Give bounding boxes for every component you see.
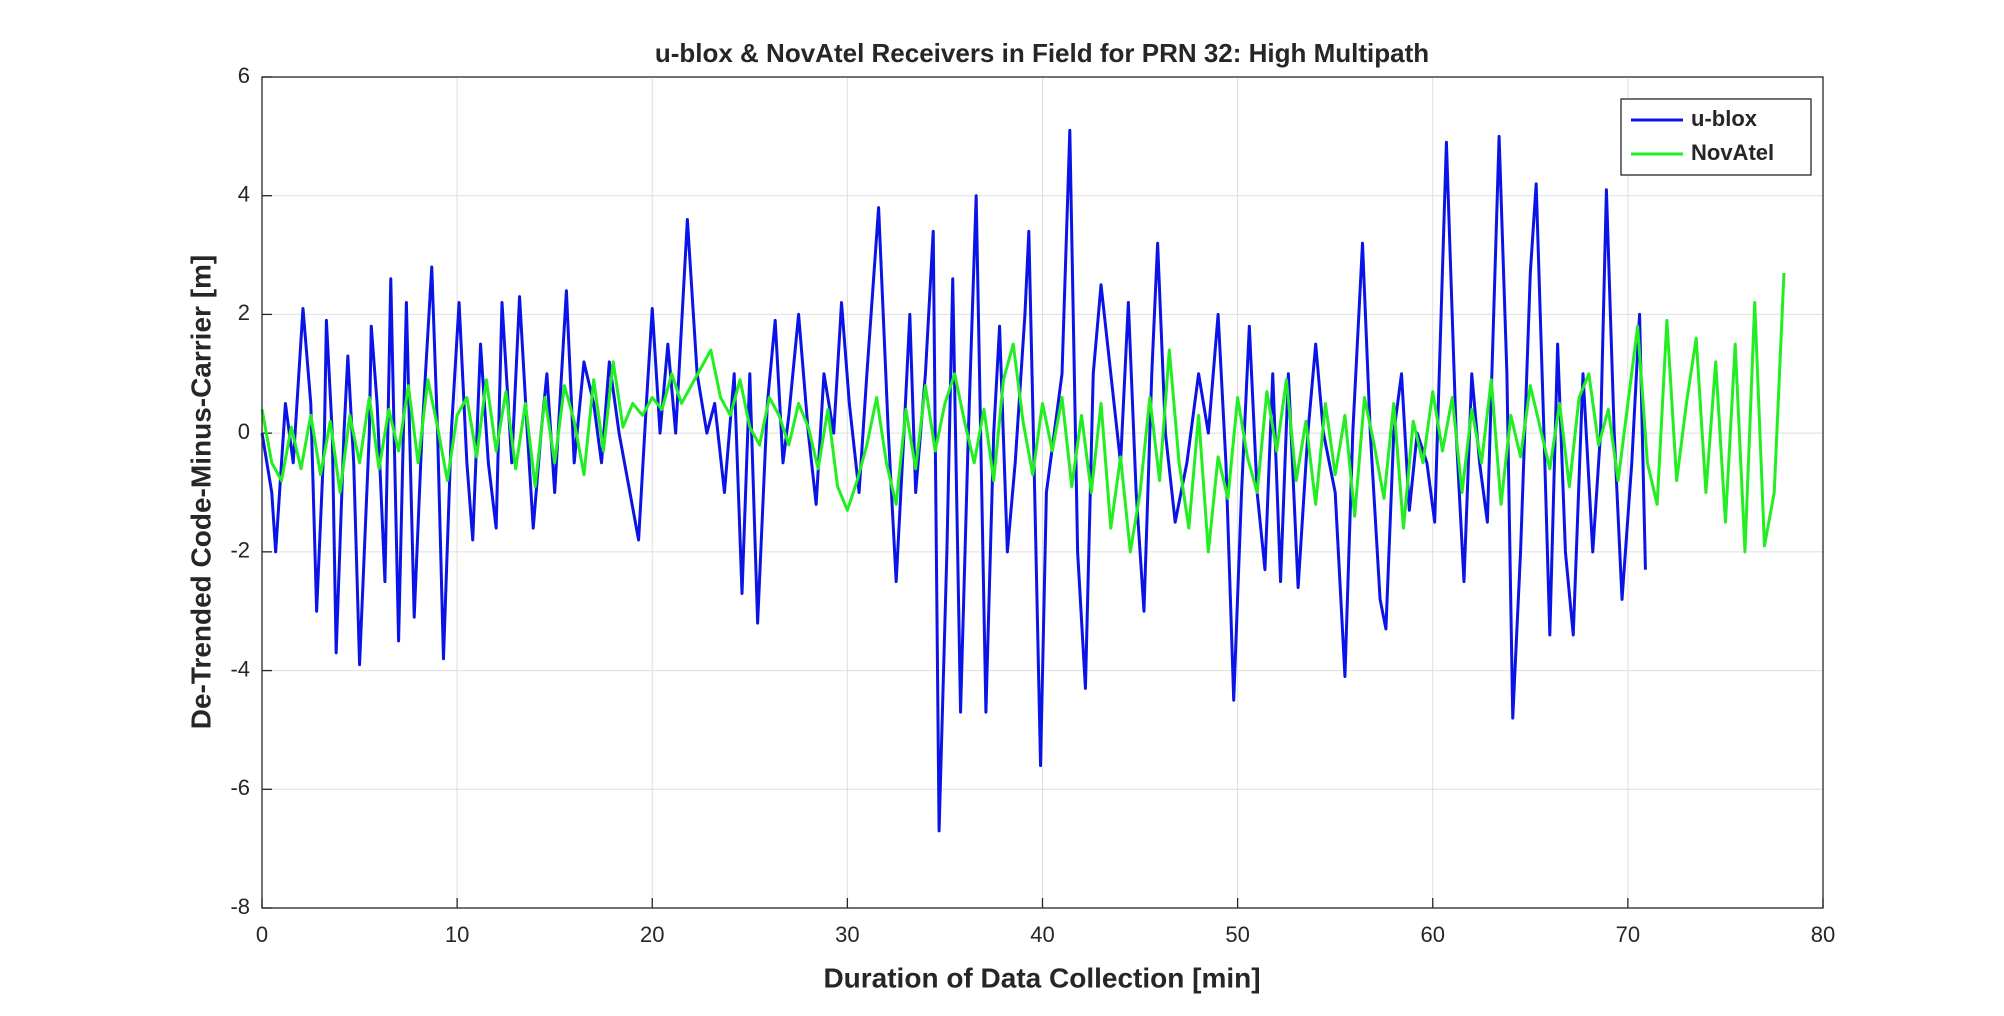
axes-box <box>261 76 1824 909</box>
x-axis-label: Duration of Data Collection [min] <box>823 962 1260 993</box>
chart-title: u-blox & NovAtel Receivers in Field for … <box>655 38 1429 68</box>
y-tick-label: -4 <box>230 656 250 681</box>
legend-box <box>1620 98 1812 176</box>
legend-label: u-blox <box>1691 106 1758 131</box>
data-line <box>260 128 1647 833</box>
y-tick-label: 4 <box>238 182 250 207</box>
y-tick-label: 0 <box>238 419 250 444</box>
x-tick-label: 30 <box>835 922 859 947</box>
x-tick-label: 10 <box>445 922 469 947</box>
x-tick-label: 40 <box>1030 922 1054 947</box>
y-tick-label: 2 <box>238 300 250 325</box>
data-line <box>260 272 1786 554</box>
y-axis-label: De-Trended Code-Minus-Carrier [m] <box>185 255 216 730</box>
x-tick-label: 20 <box>640 922 664 947</box>
y-tick-label: -2 <box>230 538 250 563</box>
x-tick-label: 50 <box>1225 922 1249 947</box>
x-tick-label: 70 <box>1616 922 1640 947</box>
x-tick-label: 60 <box>1421 922 1445 947</box>
y-tick-label: 6 <box>238 63 250 88</box>
y-tick-label: -6 <box>230 775 250 800</box>
x-tick-label: 0 <box>256 922 268 947</box>
y-tick-label: -8 <box>230 894 250 919</box>
x-tick-label: 80 <box>1811 922 1835 947</box>
legend-label: NovAtel <box>1691 140 1774 165</box>
